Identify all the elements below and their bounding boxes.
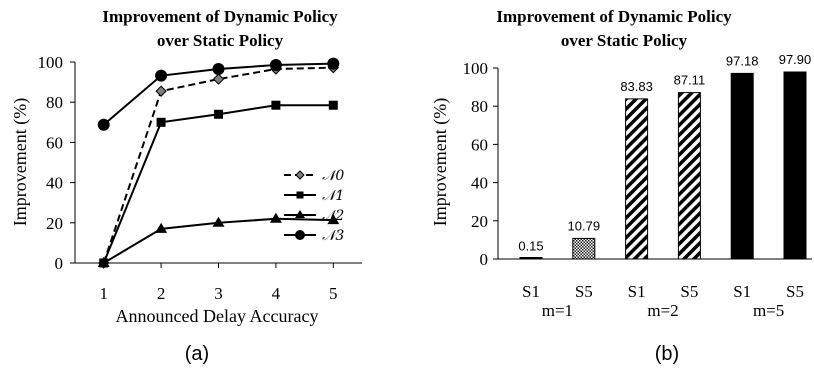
chart-a-series-2-point [155,222,168,233]
chart-b-x-tick-label-3: S5 [680,282,698,301]
chart-b-bar-4 [730,72,754,260]
chart-a-series-0-point [155,85,167,97]
chart-b-y-tick-label: 20 [471,212,488,231]
chart-a-y-axis-label: Improvement (%) [10,98,31,226]
chart-a-x-tick-label: 4 [272,284,281,303]
chart-a-x-tick-label: 5 [329,284,338,303]
chart-a-legend-marker-2 [295,210,305,218]
chart-a-series-0-point [212,73,225,85]
chart-b-bar-0 [519,257,543,260]
chart-b-bar-5 [783,71,807,260]
chart-b-x-tick-label-0: S1 [522,282,540,301]
chart-b-y-tick-label: 0 [480,250,489,269]
chart-a-legend-marker-1 [296,191,304,199]
chart-b-data-label-1: 10.79 [568,218,601,233]
chart-a-x-tick-label: 3 [214,284,223,303]
chart-a-y-tick-label: 60 [46,133,63,152]
chart-a-x-tick-label: 1 [99,284,108,303]
chart-a-y-tick-label: 100 [38,53,64,72]
chart-a-series-2-point [269,212,282,223]
chart-b-group-label-0: m=1 [542,301,573,320]
chart-a-legend-marker-0 [295,170,305,180]
chart-a-y-tick-label: 40 [46,174,63,193]
chart-a-caption: (a) [185,343,209,365]
chart-b-title-line-1: Improvement of Dynamic Policy [496,7,732,26]
chart-a-title-line-1: Improvement of Dynamic Policy [102,7,338,26]
chart-a-y-tick-label: 0 [55,254,64,273]
chart-b-group-label-2: m=5 [753,301,784,320]
chart-a-x-tick-label: 2 [157,284,166,303]
chart-b-bar-3 [677,92,701,260]
chart-a-series-2-point [97,257,110,267]
chart-a-legend-label-1: 𝒩1 [322,188,344,204]
chart-a-series-1-point [271,100,281,110]
chart-b-group-label-1: m=2 [647,301,678,320]
chart-b-y-tick-label: 100 [463,59,489,78]
chart-a-series-2-point [327,214,340,225]
chart-a-legend-marker-3 [295,230,305,240]
chart-b-data-label-4: 97.18 [726,53,759,68]
chart-b-y-tick-label: 80 [471,97,488,116]
chart-a-series-3-point [212,63,225,76]
chart-a-series-3-point [269,59,282,72]
chart-a-series-1-point [328,100,338,110]
chart-b-bar-2 [625,98,649,260]
chart-b-y-tick-label: 60 [471,135,488,154]
chart-b-data-label-5: 97.90 [779,52,812,67]
chart-a-series-3-point [97,118,110,131]
chart-b-bar-1 [572,237,596,260]
chart-b-x-tick-label-5: S5 [786,282,804,301]
chart-b-x-tick-label-2: S1 [628,282,646,301]
chart-b-y-axis-label: Improvement (%) [430,98,451,226]
chart-a-x-axis-label: Announced Delay Accuracy [116,306,319,326]
chart-b-data-label-0: 0.15 [518,239,543,254]
chart-b-title-line-2: over Static Policy [561,31,688,50]
chart-a-y-tick-label: 80 [46,93,63,112]
chart-a-series-3-point [155,69,168,82]
chart-a-series-3-point [327,57,340,70]
chart-b-caption: (b) [655,343,679,365]
chart-b-x-tick-label-4: S1 [733,282,751,301]
chart-b-x-tick-label-1: S5 [575,282,593,301]
chart-a-series-2-point [212,216,225,227]
chart-a-series-1-point [156,117,166,127]
chart-a-title-line-2: over Static Policy [157,31,284,50]
chart-b-data-label-2: 83.83 [620,79,653,94]
chart-a-legend-label-2: 𝒩2 [322,208,344,224]
chart-b-data-label-3: 87.11 [674,73,706,88]
chart-a-legend-label-3: 𝒩3 [322,228,344,244]
chart-b-y-tick-label: 40 [471,174,488,193]
chart-a-legend-label-0: 𝒩0 [322,168,344,184]
chart-a-series-1-point [214,109,223,119]
chart-a-y-tick-label: 20 [46,214,63,233]
